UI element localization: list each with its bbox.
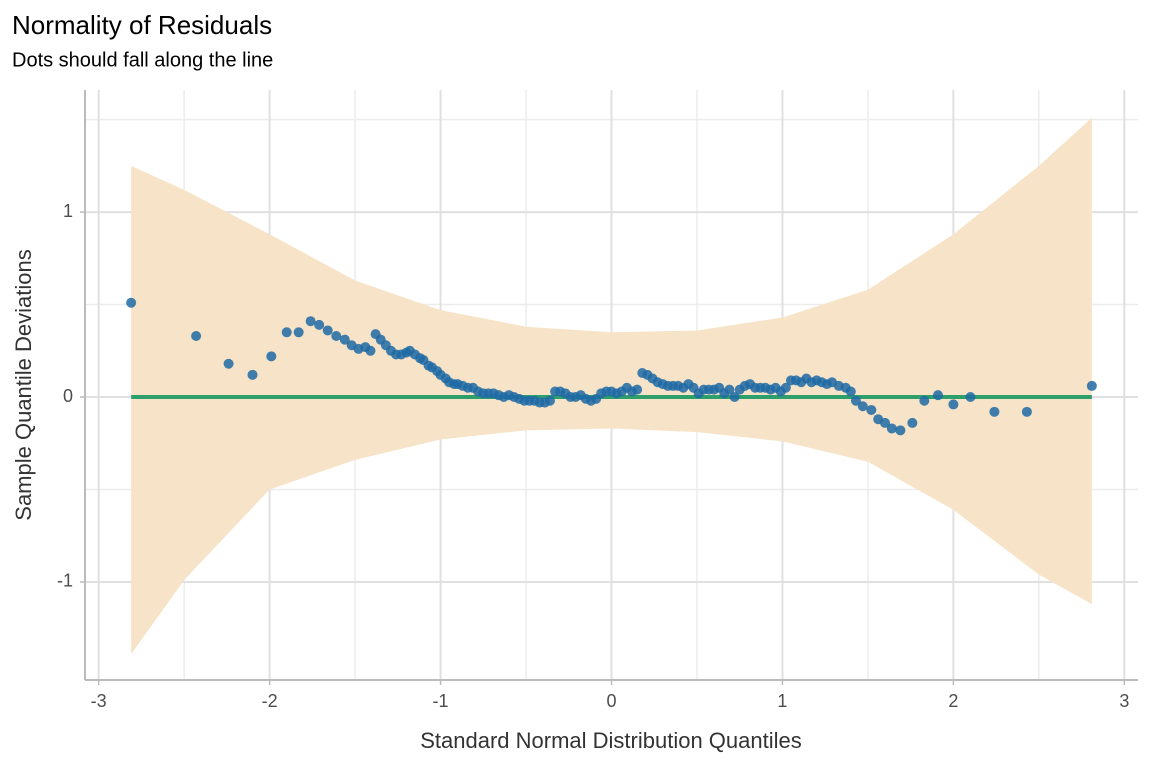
x-tick-label: 0 <box>606 691 616 711</box>
point <box>331 330 342 341</box>
point <box>880 417 891 428</box>
y-tick-label: 0 <box>63 386 73 406</box>
point <box>632 384 643 395</box>
point <box>965 392 976 403</box>
point <box>857 401 868 412</box>
x-tick-label: 3 <box>1119 691 1129 711</box>
point <box>845 386 856 397</box>
point <box>365 345 376 356</box>
y-tick-label: -1 <box>57 571 73 591</box>
x-tick-label: -2 <box>262 691 278 711</box>
point <box>866 404 877 415</box>
point <box>314 319 325 330</box>
point <box>729 392 740 403</box>
x-tick-label: 2 <box>948 691 958 711</box>
point <box>544 395 555 406</box>
chart-title: Normality of Residuals <box>12 10 272 40</box>
point <box>895 425 906 436</box>
x-tick-label: -3 <box>91 691 107 711</box>
point <box>305 316 316 327</box>
point <box>886 423 897 434</box>
point <box>126 297 137 308</box>
point <box>919 395 930 406</box>
point <box>247 369 258 380</box>
point <box>989 406 1000 417</box>
point <box>1021 406 1032 417</box>
y-tick-label: 1 <box>63 201 73 221</box>
point <box>780 382 791 393</box>
x-axis-label: Standard Normal Distribution Quantiles <box>420 728 802 753</box>
confidence-band <box>131 117 1092 655</box>
y-axis-label: Sample Quantile Deviations <box>11 249 36 520</box>
point <box>191 330 202 341</box>
chart-subtitle: Dots should fall along the line <box>12 49 273 71</box>
point <box>1086 380 1097 391</box>
point <box>281 327 292 338</box>
x-tick-label: 1 <box>777 691 787 711</box>
point <box>907 417 918 428</box>
point <box>850 395 861 406</box>
point <box>932 390 943 401</box>
point <box>293 327 304 338</box>
point <box>948 399 959 410</box>
point <box>266 351 277 362</box>
point <box>322 325 333 336</box>
point <box>223 358 234 369</box>
point <box>339 334 350 345</box>
x-tick-label: -1 <box>433 691 449 711</box>
point <box>724 384 735 395</box>
